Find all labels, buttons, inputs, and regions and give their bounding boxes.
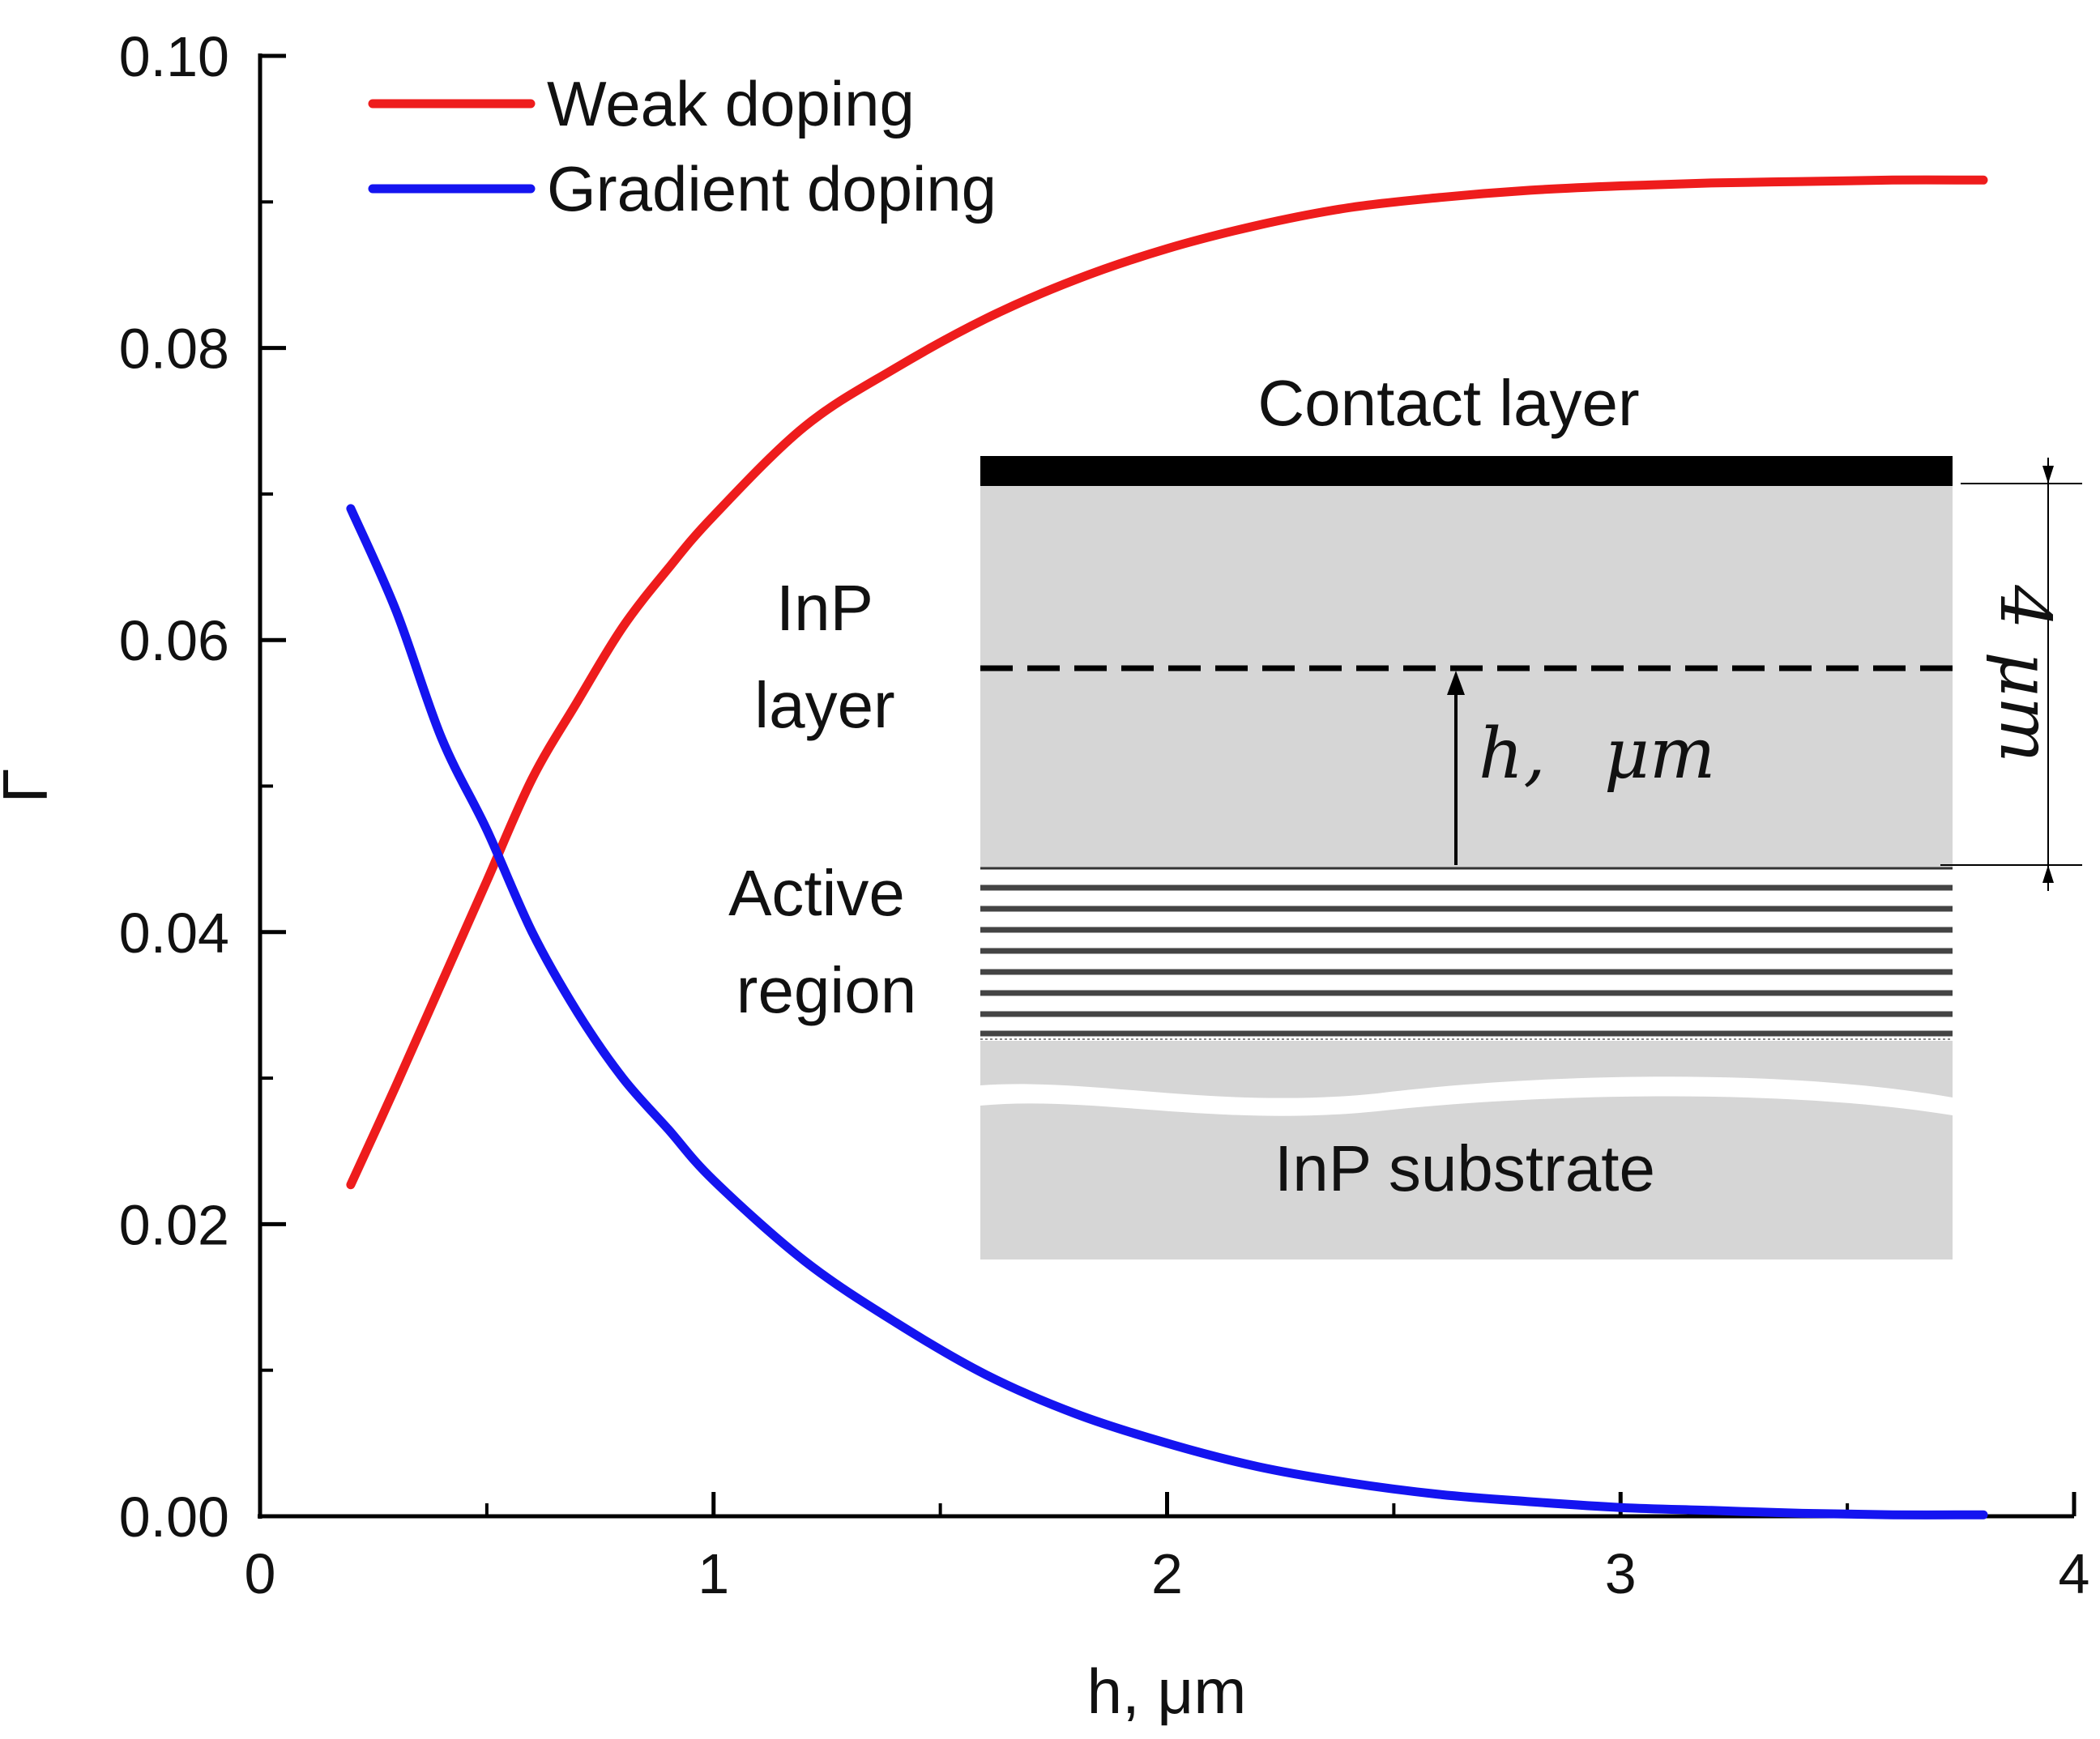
inset-diagram: Contact layer InP layer Active region In… bbox=[728, 367, 2082, 1259]
y-axis-ticks: 0.00 0.02 0.04 0.06 0.08 0.10 bbox=[119, 25, 286, 1549]
data-series bbox=[346, 175, 1988, 1519]
substrate-label: InP substrate bbox=[1274, 1132, 1655, 1204]
y-tick-label: 0.02 bbox=[119, 1193, 229, 1256]
series-line-weak-doping bbox=[346, 175, 1988, 1190]
contact-layer-label: Contact layer bbox=[1257, 367, 1639, 439]
x-tick-label: 1 bbox=[698, 1542, 729, 1605]
y-tick-label: 0.10 bbox=[119, 25, 229, 88]
h-arrow-head bbox=[1447, 671, 1465, 695]
inp-layer-label-line1: InP bbox=[776, 572, 873, 644]
substrate-lower-piece bbox=[980, 1096, 1953, 1259]
y-tick-label: 0.04 bbox=[119, 901, 229, 965]
legend-label-weak-doping: Weak doping bbox=[547, 68, 915, 139]
active-region-label-line1: Active bbox=[728, 857, 905, 929]
series-line-gradient-doping bbox=[346, 504, 1988, 1519]
h-symbol-label: h, bbox=[1479, 714, 1546, 795]
active-region-stripes bbox=[980, 884, 1953, 1037]
x-tick-label: 2 bbox=[1151, 1542, 1183, 1605]
dimension-arrow-bottom bbox=[2042, 865, 2054, 883]
x-axis-ticks: 0 1 2 3 4 bbox=[245, 1492, 2090, 1605]
x-tick-label: 3 bbox=[1605, 1542, 1637, 1605]
inp-layer-label-line2: layer bbox=[754, 669, 894, 741]
y-tick-label: 0.00 bbox=[119, 1485, 229, 1549]
y-tick-label: 0.06 bbox=[119, 609, 229, 672]
substrate-upper-piece bbox=[980, 1041, 1953, 1098]
axes: 0 1 2 3 4 0.00 0.02 0.04 0.06 0.08 0.10 h, μm Γ bbox=[0, 25, 2089, 1727]
y-axis-title: Γ bbox=[0, 769, 61, 803]
inp-layer-block bbox=[980, 484, 1953, 869]
x-tick-label: 4 bbox=[2059, 1542, 2090, 1605]
active-region-label-line2: region bbox=[736, 954, 916, 1026]
thickness-label: 4 μm bbox=[1984, 584, 2065, 763]
x-tick-label: 0 bbox=[245, 1542, 276, 1605]
x-axis-title: h, μm bbox=[1087, 1656, 1247, 1727]
legend: Weak doping Gradient doping bbox=[368, 68, 997, 224]
h-unit-label: μm bbox=[1604, 714, 1715, 795]
y-tick-label: 0.08 bbox=[119, 318, 229, 381]
contact-layer-bar bbox=[980, 456, 1953, 486]
dimension-arrow-top bbox=[2042, 466, 2054, 484]
legend-label-gradient-doping: Gradient doping bbox=[547, 153, 997, 224]
